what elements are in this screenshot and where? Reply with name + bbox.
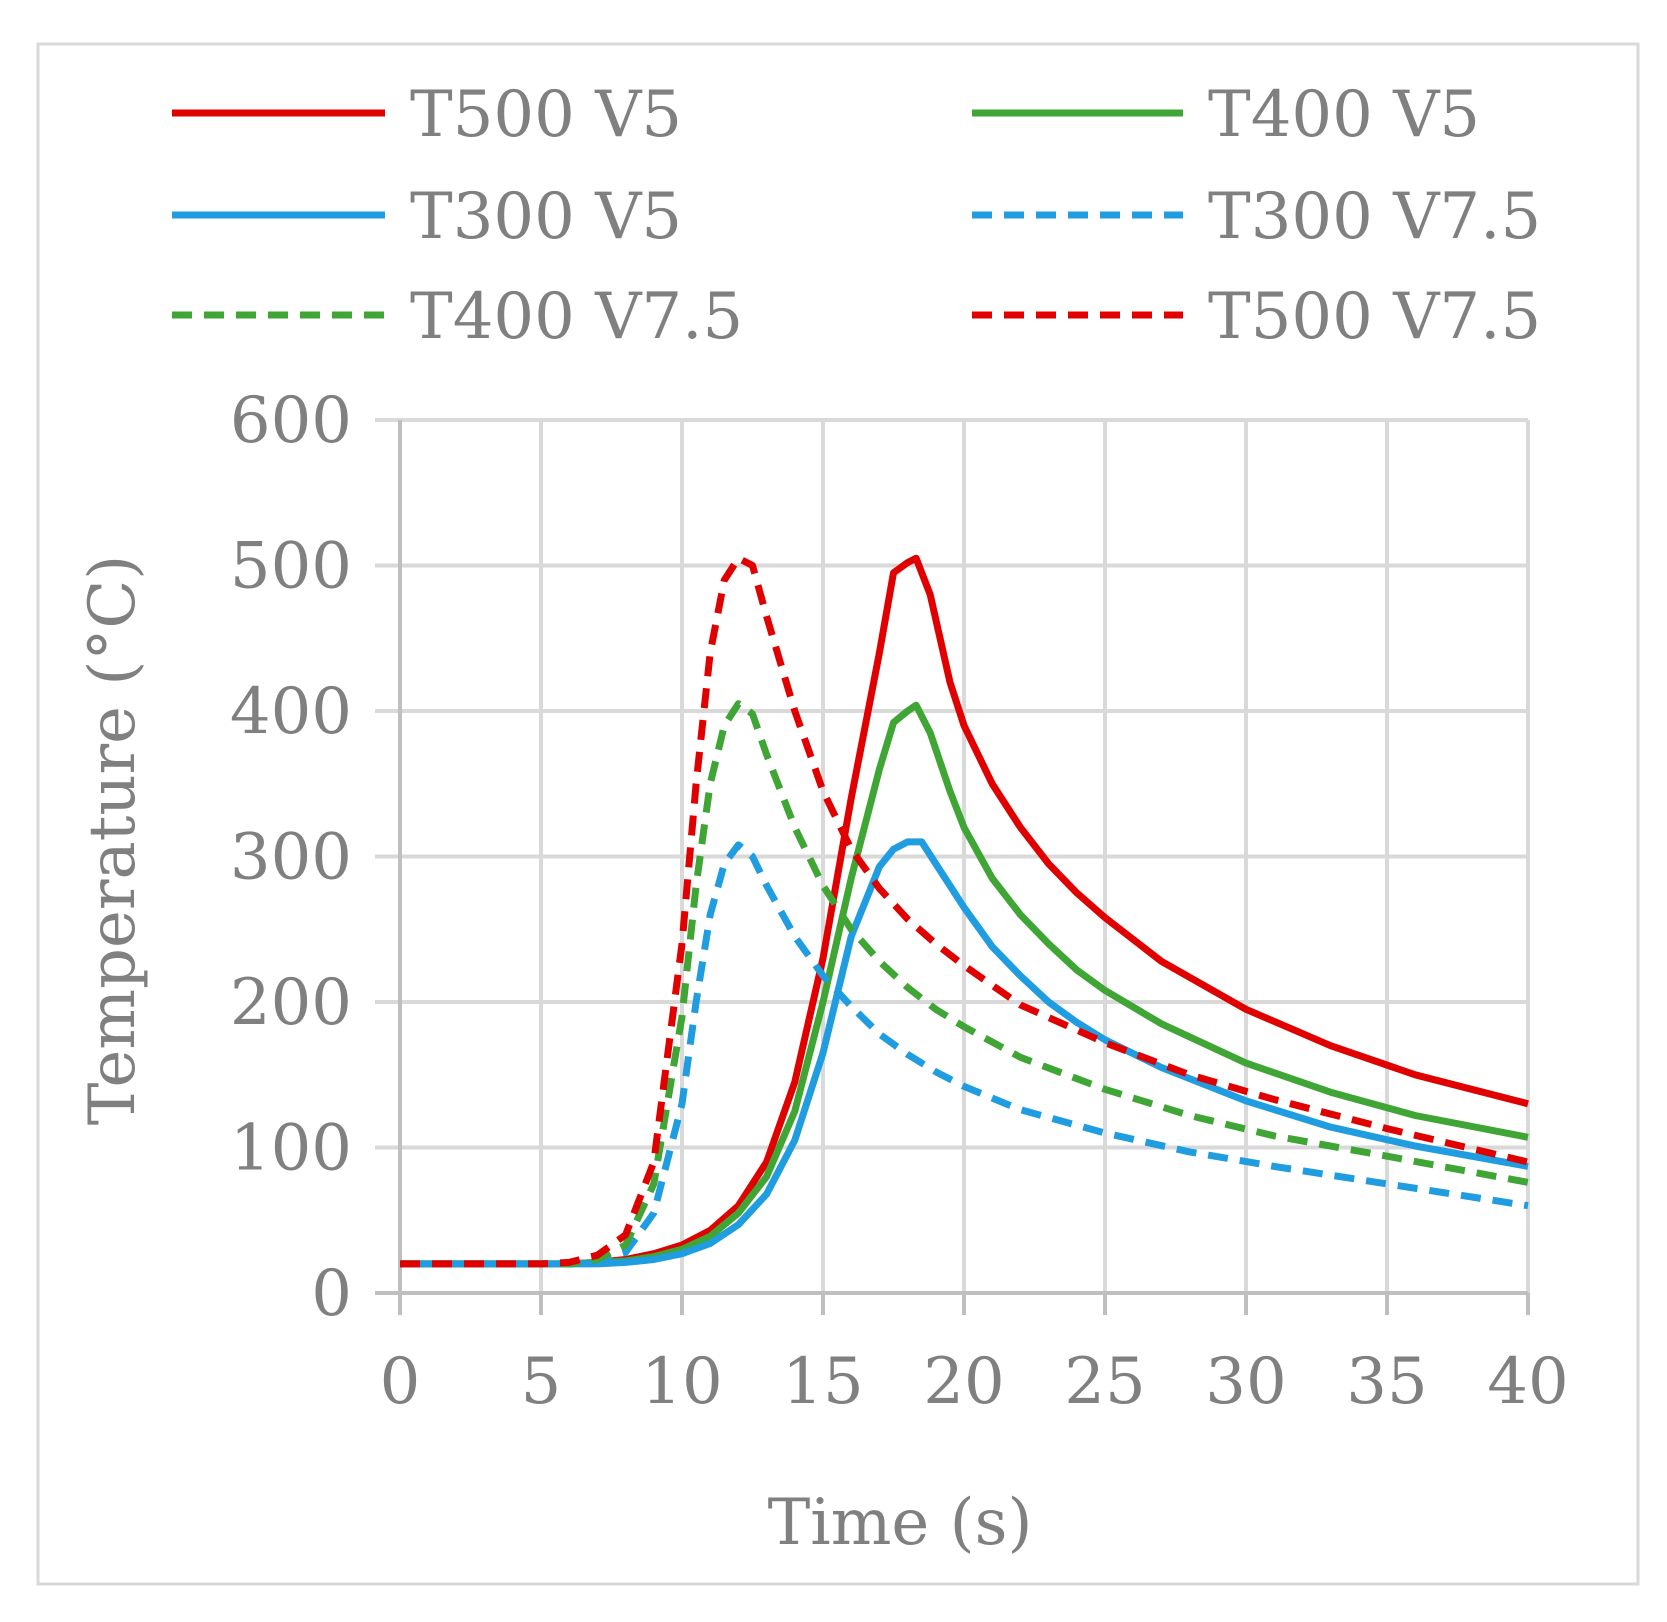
legend-label-t300-v7-5: T300 V7.5	[1208, 180, 1541, 254]
x-tick-label: 5	[521, 1345, 562, 1419]
x-tick-label: 15	[782, 1345, 863, 1419]
legend-label-t500-v5: T500 V5	[410, 78, 682, 152]
x-tick-label: 30	[1205, 1345, 1286, 1419]
y-tick-label: 400	[230, 675, 352, 749]
legend-item-t400-v7-5: T400 V7.5	[172, 280, 743, 354]
axes	[375, 420, 1530, 1315]
legend-item-t400-v5: T400 V5	[972, 78, 1480, 152]
y-tick-label: 200	[230, 966, 352, 1040]
legend-item-t300-v5: T300 V5	[172, 180, 682, 254]
x-tick-label: 0	[380, 1345, 421, 1419]
y-tick-label: 100	[230, 1112, 352, 1186]
y-axis-title: Temperature (°C)	[76, 555, 150, 1126]
legend-label-t400-v7-5: T400 V7.5	[410, 280, 743, 354]
data-series	[400, 554, 1529, 1268]
legend-item-t300-v7-5: T300 V7.5	[972, 180, 1541, 254]
series-line-t400-v7-5	[400, 700, 1529, 1268]
y-tick-label: 600	[230, 384, 352, 458]
gridlines	[375, 418, 1530, 1293]
series-line-t300-v7-5	[400, 841, 1529, 1268]
y-tick-label: 300	[230, 821, 352, 895]
y-tick-label: 0	[311, 1257, 352, 1331]
legend-item-t500-v7-5: T500 V7.5	[972, 280, 1541, 354]
legend: T500 V5 T400 V5 T300 V5 T300 V7.5 T400 V…	[172, 78, 1541, 354]
x-tick-label: 35	[1346, 1345, 1427, 1419]
legend-item-t500-v5: T500 V5	[172, 78, 682, 152]
y-tick-label: 500	[230, 530, 352, 604]
legend-label-t500-v7-5: T500 V7.5	[1208, 280, 1541, 354]
x-tick-label: 40	[1487, 1345, 1568, 1419]
x-tick-label: 25	[1064, 1345, 1145, 1419]
x-tick-label: 10	[641, 1345, 722, 1419]
legend-label-t400-v5: T400 V5	[1208, 78, 1480, 152]
x-axis-title: Time (s)	[768, 1486, 1033, 1560]
legend-label-t300-v5: T300 V5	[410, 180, 682, 254]
x-tick-label: 20	[923, 1345, 1004, 1419]
series-line-t500-v7-5	[400, 554, 1529, 1268]
